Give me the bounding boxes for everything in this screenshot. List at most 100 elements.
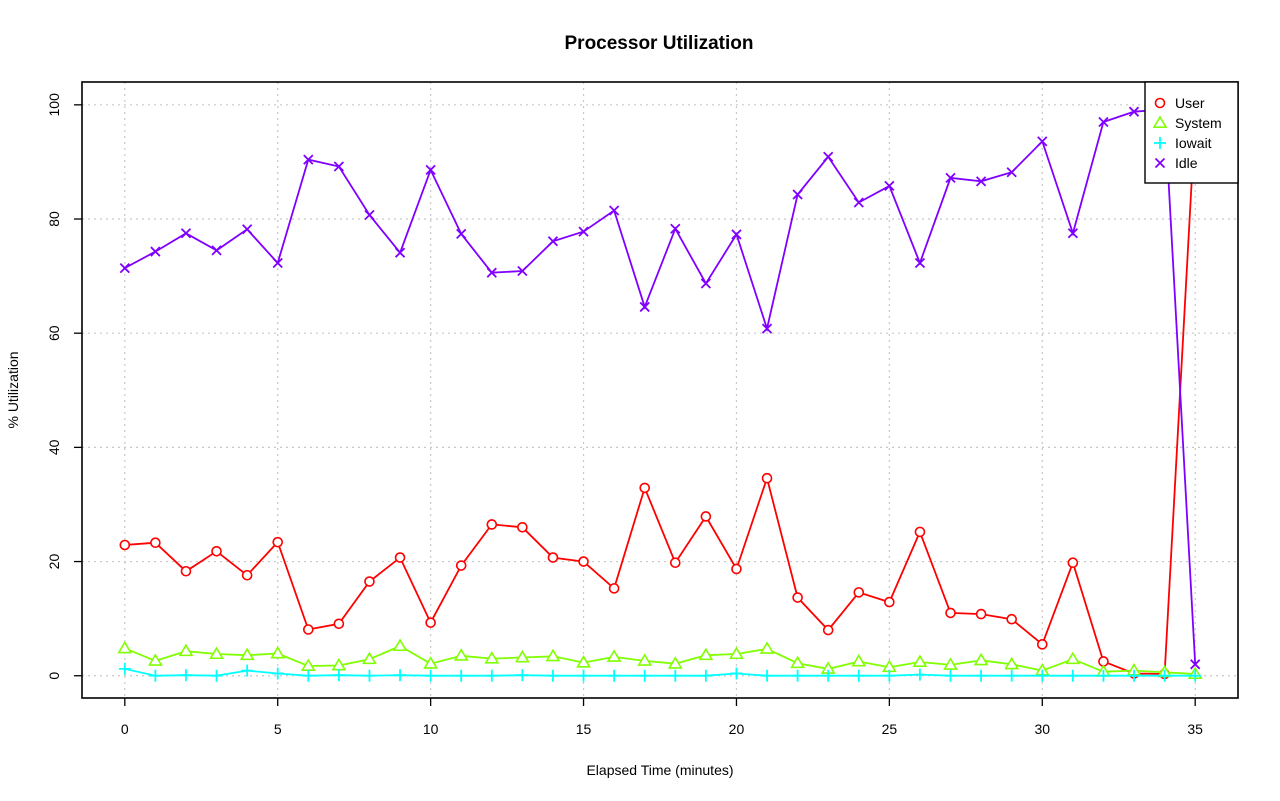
data-point-iowait xyxy=(179,669,192,682)
data-point-idle xyxy=(272,257,283,269)
data-point-iowait xyxy=(669,669,682,682)
data-point-user xyxy=(731,563,742,575)
data-point-user xyxy=(333,618,345,630)
data-point-system xyxy=(147,653,163,666)
data-point-user xyxy=(1036,639,1048,650)
data-point-idle xyxy=(517,265,528,277)
x-tick-label: 30 xyxy=(1034,721,1050,737)
data-point-system xyxy=(667,656,683,669)
data-point-idle xyxy=(425,164,436,176)
data-point-idle xyxy=(792,189,803,200)
legend: User System Iowait Idle xyxy=(1144,81,1239,184)
data-point-iowait xyxy=(149,669,162,682)
legend-marker-user xyxy=(1154,97,1166,109)
series-line-idle xyxy=(124,108,1197,665)
x-tick-label: 25 xyxy=(882,721,898,737)
data-point-user xyxy=(578,556,589,567)
y-axis-label: % Utilization xyxy=(5,351,21,428)
data-point-idle xyxy=(242,224,253,235)
legend-label-user: User xyxy=(1175,95,1205,111)
data-point-system xyxy=(178,643,194,657)
data-point-idle xyxy=(1067,228,1078,239)
legend-label-system: System xyxy=(1175,115,1222,131)
data-point-user xyxy=(303,624,314,635)
data-point-iowait xyxy=(1097,669,1110,682)
data-point-idle xyxy=(364,209,375,221)
data-point-idle xyxy=(486,267,497,278)
data-point-idle xyxy=(1037,136,1048,147)
data-point-iowait xyxy=(394,669,407,682)
data-point-system xyxy=(545,648,561,662)
series-system xyxy=(117,638,1203,680)
data-point-user xyxy=(822,624,834,636)
data-point-user xyxy=(1006,613,1017,625)
data-point-iowait xyxy=(546,669,559,682)
data-point-idle xyxy=(761,323,773,334)
data-point-idle xyxy=(1190,659,1201,670)
legend-label-idle: Idle xyxy=(1175,155,1198,171)
data-point-iowait xyxy=(944,669,957,682)
data-point-system xyxy=(484,651,500,664)
data-point-iowait xyxy=(1066,669,1079,682)
data-point-iowait xyxy=(271,667,284,680)
y-tick-label: 100 xyxy=(46,93,62,117)
data-point-iowait xyxy=(975,669,988,682)
data-point-iowait xyxy=(1158,669,1171,682)
data-point-idle xyxy=(150,246,161,257)
data-point-idle xyxy=(333,161,345,172)
data-point-idle xyxy=(1006,167,1017,178)
data-point-user xyxy=(975,608,987,620)
data-point-user xyxy=(364,576,375,587)
data-point-idle xyxy=(639,301,650,313)
data-point-idle xyxy=(211,245,222,256)
data-point-idle xyxy=(975,176,987,187)
legend-marker-iowait xyxy=(1154,137,1166,149)
series-user xyxy=(119,112,1201,680)
data-point-iowait xyxy=(1005,669,1018,682)
data-point-iowait xyxy=(241,664,254,677)
data-point-user xyxy=(914,526,926,538)
data-point-idle xyxy=(119,262,130,274)
data-point-iowait xyxy=(1189,669,1202,682)
data-point-iowait xyxy=(822,669,835,682)
data-point-user xyxy=(853,587,865,598)
data-point-user xyxy=(486,519,498,530)
data-point-system xyxy=(1004,656,1020,670)
data-point-system xyxy=(270,645,286,659)
data-point-system xyxy=(912,654,928,668)
legend-item-system: System xyxy=(1152,115,1222,131)
data-point-iowait xyxy=(791,669,804,682)
data-point-idle xyxy=(303,154,314,165)
data-point-idle xyxy=(394,247,406,258)
data-point-system xyxy=(209,646,224,660)
data-point-idle xyxy=(1098,116,1109,128)
data-point-iowait xyxy=(210,669,223,682)
data-point-system xyxy=(851,653,867,667)
data-point-idle xyxy=(823,151,834,162)
legend-marker-system xyxy=(1152,115,1168,128)
data-point-iowait xyxy=(699,669,712,682)
data-point-system xyxy=(362,651,377,665)
data-point-user xyxy=(517,522,528,533)
x-axis-label: Elapsed Time (minutes) xyxy=(586,762,733,778)
data-point-system xyxy=(973,652,989,666)
x-tick-label: 5 xyxy=(274,721,282,737)
data-point-idle xyxy=(945,172,956,184)
x-tick-label: 10 xyxy=(423,721,439,737)
data-point-user xyxy=(761,472,773,484)
data-point-idle xyxy=(914,257,926,269)
data-point-idle xyxy=(853,197,864,208)
data-point-idle xyxy=(180,228,192,239)
data-point-system xyxy=(637,653,653,666)
data-point-iowait xyxy=(638,669,651,682)
data-point-user xyxy=(945,607,956,619)
legend-label-iowait: Iowait xyxy=(1175,135,1212,151)
data-point-iowait xyxy=(852,669,865,682)
data-point-iowait xyxy=(730,667,743,680)
data-point-idle xyxy=(1128,106,1140,117)
data-point-system xyxy=(514,649,530,663)
data-point-user xyxy=(150,537,161,549)
data-point-iowait xyxy=(1128,669,1141,682)
x-tick-label: 35 xyxy=(1187,721,1203,737)
series-iowait xyxy=(118,662,1202,682)
